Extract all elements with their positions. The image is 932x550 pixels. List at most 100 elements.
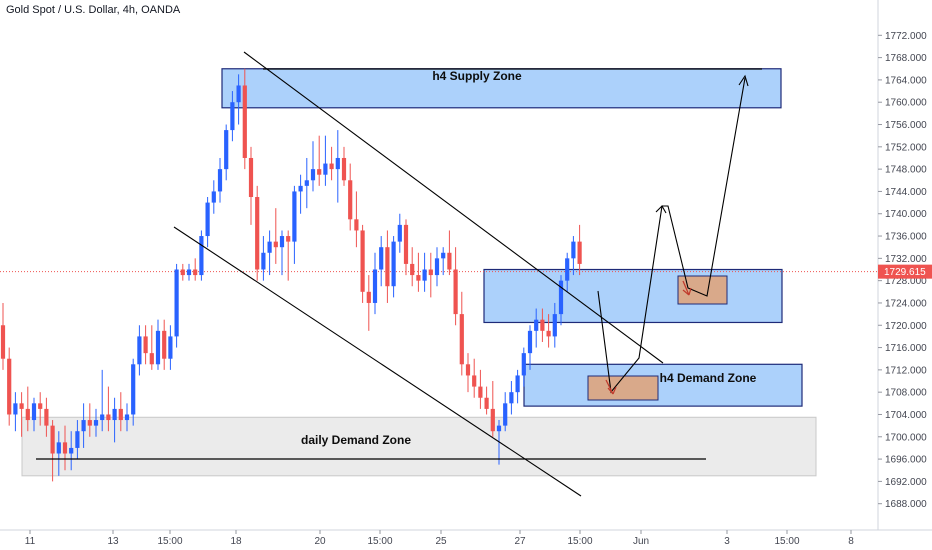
candle-body [372, 269, 378, 303]
candle [261, 236, 266, 281]
candle [410, 247, 415, 287]
candle [552, 302, 557, 348]
y-tick-label: 1724.000 [885, 298, 927, 309]
candle [527, 325, 533, 370]
candle-body [279, 236, 285, 248]
projection-box-lower [587, 375, 659, 401]
candle-body [143, 336, 148, 354]
candle-body [224, 130, 229, 170]
candle-body [521, 353, 526, 376]
candle [217, 157, 223, 203]
x-tick-label: 11 [25, 536, 36, 547]
candle-body [106, 414, 111, 421]
zone-labels: h4 Supply Zone h4 Demand Zone daily Demand… [301, 69, 757, 447]
candle-body [168, 336, 173, 359]
candle [50, 420, 55, 482]
candle [118, 392, 123, 432]
x-tick-label: 18 [230, 536, 242, 547]
candle [31, 397, 37, 432]
candle [360, 224, 365, 303]
y-tick-label: 1708.000 [885, 388, 927, 399]
candle-body [0, 325, 6, 359]
chart-title: Gold Spot / U.S. Dollar, 4h, OANDA [6, 4, 181, 16]
candle [242, 68, 247, 170]
candle [224, 124, 229, 181]
candle-body [69, 447, 74, 454]
candle-body [391, 241, 396, 287]
candle [341, 146, 347, 186]
candle-body [87, 420, 92, 426]
candle [62, 425, 68, 471]
candle [267, 230, 272, 276]
y-tick-label: 1720.000 [885, 321, 927, 332]
candle [503, 392, 508, 432]
candle [379, 236, 384, 287]
candle [447, 230, 452, 276]
y-tick-label: 1712.000 [885, 365, 927, 376]
candle [124, 403, 130, 432]
candle-body [137, 336, 142, 365]
x-tick-label: 15:00 [567, 536, 592, 547]
candle [81, 403, 86, 448]
lower-trendline [173, 226, 582, 497]
x-tick-label: 13 [107, 536, 119, 547]
y-tick-label: 1752.000 [885, 142, 927, 153]
candle-body [434, 258, 440, 276]
y-tick-label: 1696.000 [885, 455, 927, 466]
candle [478, 369, 483, 409]
candle [211, 180, 216, 214]
candle-body [496, 425, 502, 432]
y-tick-label: 1700.000 [885, 432, 927, 443]
candle [565, 252, 570, 292]
candle-body [490, 408, 495, 432]
candle [323, 135, 328, 186]
candle [248, 146, 254, 225]
candle-body [335, 157, 340, 170]
candle [558, 275, 564, 326]
drawings [36, 51, 762, 497]
candle-body [527, 330, 533, 354]
demand-zone [523, 363, 803, 407]
candle-body [459, 314, 464, 365]
candle [93, 408, 99, 437]
candle-body [503, 403, 508, 426]
candle-body [565, 258, 570, 281]
candle-body [360, 230, 365, 292]
candle-body [304, 180, 309, 186]
candle-body [354, 219, 359, 231]
candle-body [379, 247, 384, 270]
candle-body [546, 330, 551, 337]
candle-body [478, 386, 483, 398]
candle [199, 230, 204, 281]
x-tick-label: 8 [848, 536, 854, 547]
candle-body [558, 280, 564, 315]
candle [422, 252, 427, 292]
candle [38, 392, 43, 426]
candle [515, 369, 520, 404]
candle-body [341, 157, 347, 181]
candle [546, 314, 551, 348]
candle-body [50, 425, 55, 454]
candle [273, 208, 278, 264]
projection-path [597, 77, 746, 394]
red-arrow-lower [605, 379, 617, 395]
candle-body [186, 269, 192, 276]
candle [174, 263, 179, 348]
candle-body [236, 85, 241, 103]
candle-body [428, 269, 433, 276]
candle [472, 358, 477, 398]
red-arrow-upper [682, 280, 692, 296]
candle [534, 308, 539, 348]
candle-body [348, 180, 353, 220]
candle [571, 236, 576, 276]
candle [329, 146, 334, 181]
candle-body [149, 353, 154, 365]
candle-body [56, 442, 61, 454]
candle [292, 185, 297, 264]
y-tick-label: 1760.000 [885, 98, 927, 109]
candle-body [286, 236, 291, 242]
candle-body [385, 247, 390, 287]
candle-body [403, 224, 409, 264]
candle-body [273, 241, 278, 248]
